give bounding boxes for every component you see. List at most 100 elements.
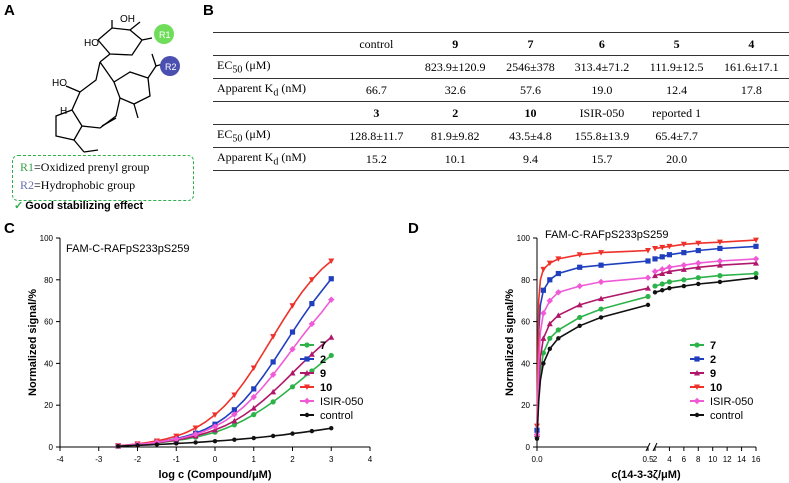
- y-tick-label: 80: [44, 276, 53, 285]
- panel-b: B control 9 7 6 5 4 EC50 (μM) 823.9±120.…: [195, 0, 789, 215]
- data-point: [659, 254, 665, 260]
- legend-marker: [303, 397, 311, 405]
- data-point: [540, 310, 547, 317]
- series-line: [118, 260, 332, 447]
- data-point: [717, 279, 723, 285]
- table-header-cell: 6: [564, 32, 640, 56]
- data-point: [598, 295, 605, 302]
- data-point: [680, 241, 687, 248]
- series-line: [536, 304, 649, 439]
- table-cell: 65.4±7.7: [639, 124, 714, 148]
- table-header-cell: 5: [639, 32, 714, 56]
- legend-marker: [304, 370, 310, 376]
- table-cell: 12.4: [639, 78, 714, 102]
- data-point: [289, 345, 296, 353]
- data-point: [309, 428, 315, 434]
- data-point: [651, 268, 659, 275]
- x-tick-label: 0.5: [642, 455, 654, 464]
- ho-label-1: HO: [84, 38, 99, 49]
- y-tick-label: 20: [521, 401, 530, 410]
- data-point: [211, 423, 219, 430]
- data-point: [540, 287, 547, 293]
- chart-inset-title: FAM-C-RAFpS233pS259: [545, 229, 669, 241]
- x-tick-label: 10: [708, 455, 717, 464]
- x-tick-label: 3: [329, 455, 334, 464]
- data-point: [598, 262, 604, 268]
- binding-chart-d: 0.0 0.5 2 4 6 8 10 12 14 16020406080100c(14-3-3ζ/…: [504, 229, 761, 481]
- table-cell: 128.8±11.7: [339, 124, 414, 148]
- check-icon: ✓: [14, 200, 24, 212]
- table-cell: [213, 101, 339, 125]
- stabilizing-note: ✓ Good stabilizing effect: [14, 199, 143, 212]
- chart-inset-title: FAM-C-RAFpS233pS259: [66, 243, 190, 255]
- data-point: [270, 388, 277, 395]
- data-point: [289, 384, 296, 390]
- legend-label: 7: [320, 340, 326, 352]
- x-tick-label: 4: [667, 455, 672, 464]
- data-point: [547, 335, 553, 341]
- series-line: [536, 295, 649, 437]
- series-control: [115, 425, 334, 449]
- table-header-cell: 9: [413, 32, 497, 56]
- table-cell: 823.9±120.9: [413, 55, 497, 79]
- h-label: H: [60, 106, 67, 117]
- series-2: [115, 276, 334, 449]
- data-point: [716, 239, 723, 246]
- data-point: [231, 422, 237, 428]
- data-point: [667, 285, 672, 291]
- y-tick-label: 100: [517, 234, 531, 243]
- data-point: [555, 256, 562, 262]
- data-point: [270, 359, 276, 365]
- data-point: [540, 350, 547, 356]
- data-point: [231, 411, 238, 418]
- data-point: [212, 412, 218, 418]
- table-cell: 15.2: [339, 147, 414, 171]
- legend-label: control: [710, 410, 743, 422]
- data-point: [717, 273, 723, 279]
- legend-label: 7: [710, 340, 716, 352]
- r1-legend-line: R1=Oxidized prenyl group: [20, 160, 149, 175]
- data-point: [652, 272, 658, 279]
- data-point: [328, 258, 335, 264]
- data-point: [289, 329, 296, 335]
- oh-label: OH: [120, 14, 135, 25]
- table-row-ec50-1: EC50 (μM) 823.9±120.9 2546±378 313.4±71.…: [213, 55, 789, 79]
- series-10: [534, 237, 759, 430]
- data-point: [666, 264, 673, 271]
- data-point: [666, 252, 673, 258]
- y-tick-label: 0: [526, 443, 531, 452]
- ho-label-2: HO: [52, 78, 67, 89]
- table-cell: 66.7: [339, 78, 414, 102]
- data-point: [753, 237, 759, 244]
- data-point: [250, 405, 257, 411]
- table-header-cell: reported 1: [639, 101, 714, 125]
- x-tick-label: 12: [723, 455, 732, 464]
- ec50-table: control 9 7 6 5 4 EC50 (μM) 823.9±120.9 …: [213, 32, 789, 171]
- series-line: [118, 299, 332, 447]
- x-tick-label: 16: [752, 455, 761, 464]
- data-point: [666, 268, 673, 274]
- y-tick-label: 60: [44, 318, 53, 327]
- table-cell: 2546±378: [496, 55, 565, 79]
- data-point: [308, 351, 315, 357]
- data-point: [695, 264, 702, 270]
- series-2: [534, 243, 759, 433]
- data-point: [251, 435, 256, 441]
- data-point: [231, 407, 237, 413]
- x-tick-label: -2: [134, 455, 142, 464]
- table-header-cell: 4: [713, 32, 789, 56]
- data-point: [645, 258, 651, 264]
- table-header-row-2: 3 2 10 ISIR-050 reported 1: [213, 101, 789, 125]
- data-point: [540, 266, 547, 273]
- series-line: [118, 427, 332, 447]
- legend-marker: [304, 384, 310, 390]
- data-point: [644, 274, 652, 281]
- data-point: [652, 290, 658, 295]
- data-point: [135, 443, 140, 448]
- data-point: [231, 417, 238, 424]
- x-tick-label: 2: [290, 455, 295, 464]
- data-point: [680, 261, 688, 269]
- data-point: [660, 288, 665, 293]
- r1-legend-name: R1: [20, 160, 35, 174]
